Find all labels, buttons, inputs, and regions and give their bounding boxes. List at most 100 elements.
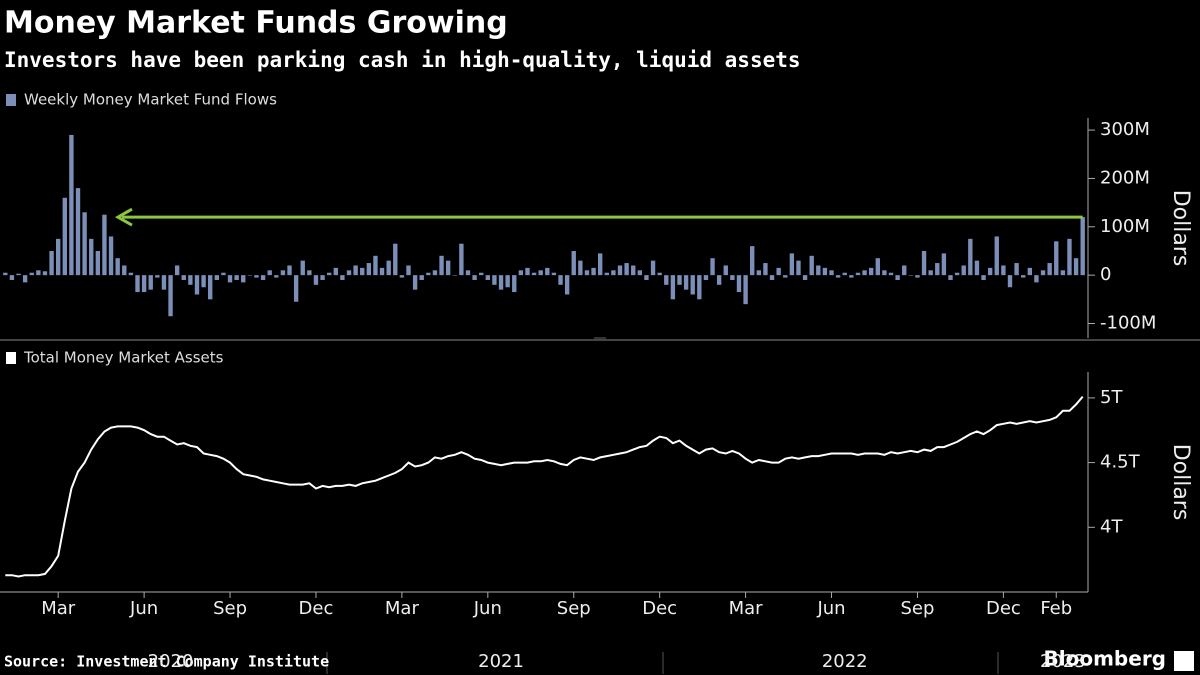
bar	[855, 272, 861, 276]
bar	[234, 275, 239, 280]
bar	[908, 275, 914, 276]
y-tick-label: 100M	[1100, 216, 1150, 237]
bar	[756, 270, 761, 276]
bar	[849, 275, 854, 278]
bar	[875, 258, 880, 276]
bar	[677, 275, 682, 285]
x-year-label: 2020	[148, 651, 194, 672]
x-year-label: 2021	[478, 651, 524, 672]
bar	[723, 265, 728, 276]
bar	[445, 260, 451, 276]
bar	[915, 275, 920, 278]
bar	[551, 272, 557, 276]
bar	[545, 267, 550, 276]
bar	[518, 270, 524, 276]
bar	[9, 275, 15, 280]
x-tick-label: Mar	[729, 598, 764, 619]
legend-swatch	[6, 352, 16, 364]
legend-swatch	[6, 94, 16, 106]
bar	[3, 272, 8, 276]
bar	[604, 272, 609, 276]
bar	[49, 250, 54, 276]
bar	[102, 214, 107, 276]
bar	[452, 275, 457, 276]
y-tick-label: 200M	[1100, 167, 1150, 188]
bar	[293, 275, 299, 302]
bar	[386, 260, 391, 276]
y-tick-label: 4.5T	[1100, 452, 1141, 473]
bar	[227, 275, 233, 283]
bar	[1080, 217, 1085, 276]
bar	[29, 272, 34, 276]
bar	[1007, 275, 1013, 288]
bar	[670, 275, 676, 300]
bar	[135, 275, 140, 293]
bar	[974, 260, 980, 276]
bar	[307, 270, 312, 276]
bar	[835, 275, 841, 278]
bar	[631, 265, 636, 276]
bar	[802, 275, 808, 280]
bar	[333, 267, 338, 276]
bar	[280, 270, 286, 276]
bar	[16, 273, 21, 276]
bar	[393, 243, 398, 276]
bar	[188, 275, 193, 285]
bar	[789, 253, 795, 276]
bar	[155, 275, 160, 278]
bar	[763, 263, 768, 276]
x-tick-label: Sep	[213, 598, 247, 619]
bar	[796, 260, 801, 276]
bar	[512, 275, 517, 293]
bar	[287, 265, 292, 276]
bar	[862, 270, 867, 276]
source: Source: Investment Company Institute	[4, 653, 329, 671]
bar	[571, 250, 576, 276]
bar	[360, 267, 365, 276]
bar	[1054, 241, 1059, 276]
bar	[710, 258, 715, 276]
annotation-arrowhead	[114, 207, 133, 227]
bar	[412, 275, 418, 290]
bar	[902, 265, 907, 276]
bar	[994, 236, 999, 276]
bar	[313, 275, 319, 285]
bar	[214, 275, 219, 280]
bar	[987, 267, 993, 276]
bar	[954, 272, 960, 276]
bar	[148, 275, 153, 290]
bar	[968, 238, 973, 276]
bar	[697, 275, 702, 300]
bar	[485, 275, 490, 280]
bar	[690, 275, 695, 295]
bar	[95, 250, 101, 276]
bar	[406, 265, 411, 276]
bar	[56, 238, 61, 276]
bar	[816, 265, 821, 276]
bar	[141, 275, 147, 293]
bar	[479, 272, 484, 276]
bar	[657, 272, 662, 276]
bar	[426, 272, 431, 276]
x-year-label: 2022	[822, 651, 868, 672]
bar	[882, 270, 887, 276]
x-tick-label: Mar	[385, 598, 420, 619]
bar	[267, 270, 272, 276]
bar	[829, 270, 834, 276]
brand: Bloomberg	[1044, 647, 1166, 671]
x-year-label: 2023	[1040, 651, 1086, 672]
bar	[1067, 238, 1072, 276]
bar	[1027, 267, 1032, 276]
bar	[730, 275, 735, 280]
x-tick-label: Sep	[557, 598, 591, 619]
bar	[82, 212, 87, 276]
bar	[128, 272, 134, 276]
y-tick-label: 300M	[1100, 119, 1150, 140]
bar	[174, 265, 180, 276]
bar	[961, 265, 966, 276]
bar	[42, 271, 48, 276]
bar	[346, 270, 352, 276]
bar	[1034, 275, 1039, 283]
bar	[598, 253, 603, 276]
bar	[624, 263, 629, 276]
